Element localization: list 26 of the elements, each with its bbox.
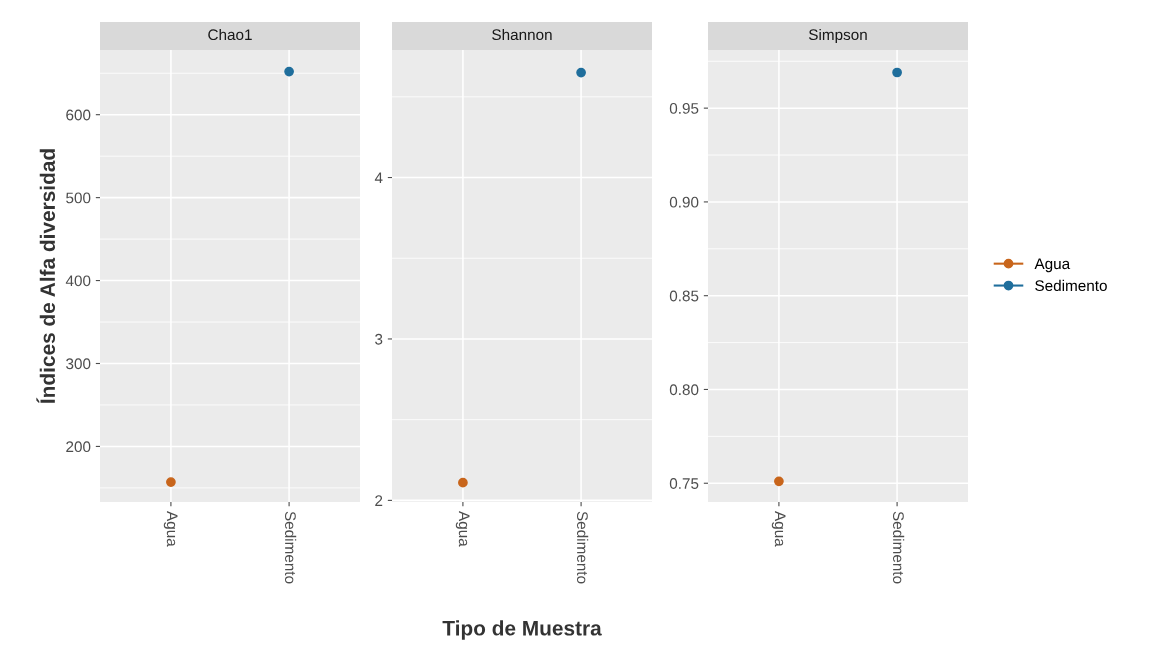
y-tick-label: 4 (374, 172, 383, 184)
y-axis-title: Índices de Alfa diversidad (36, 149, 56, 404)
y-tick-label: 3 (375, 333, 383, 345)
y-tick-label: 400 (65, 275, 91, 287)
x-tick-label: Sedimento (892, 511, 905, 584)
y-tick-label: 200 (66, 441, 91, 453)
x-tick-label: Sedimento (284, 511, 297, 584)
chart-title: Shannon (492, 28, 552, 41)
x-tick-label: Sedimento (576, 511, 589, 584)
x-tick-label: Agua (455, 511, 470, 547)
x-axis-title: Tipo de Muestra (442, 620, 602, 640)
x-tick-label: Agua (163, 511, 178, 547)
y-tick-label: 600 (66, 109, 91, 121)
y-tick-label: 300 (66, 358, 91, 370)
y-tick-label: 0.85 (669, 290, 699, 302)
y-tick-label: 0.90 (669, 196, 699, 208)
legend-label: Sedimento (1035, 279, 1107, 292)
chart-title: Simpson (808, 28, 867, 44)
y-tick-label: 2 (375, 495, 383, 506)
y-tick-label: 0.75 (669, 478, 699, 489)
legend-label: Agua (1034, 258, 1071, 273)
y-tick-label: 0.80 (669, 384, 699, 396)
chart-title: Chao1 (208, 28, 252, 41)
y-tick-label: 0.95 (669, 103, 699, 114)
x-tick-label: Agua (771, 511, 786, 547)
y-tick-label: 500 (66, 192, 91, 204)
